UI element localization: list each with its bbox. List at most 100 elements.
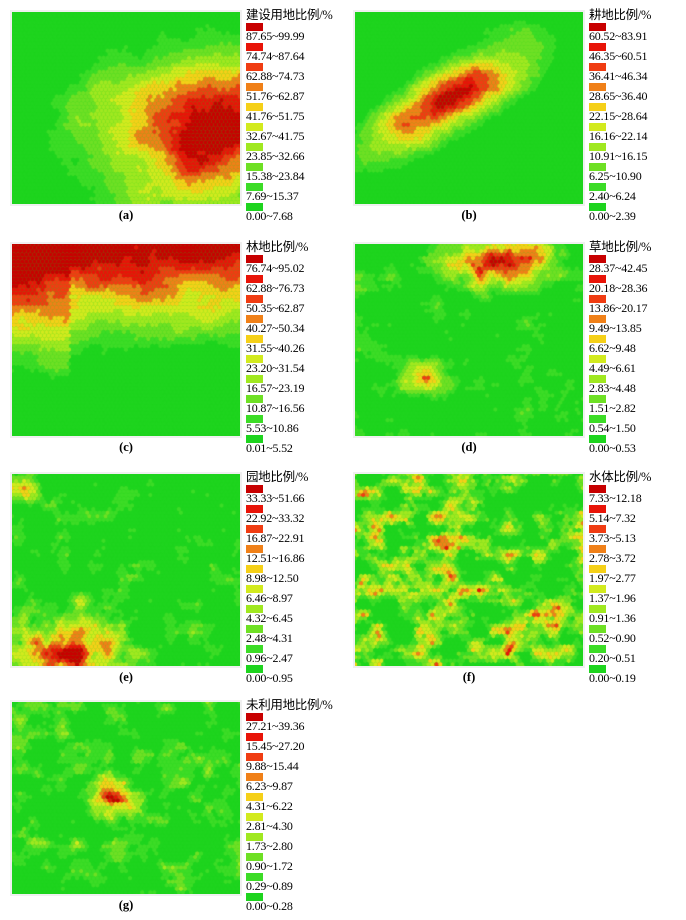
legend-label: 28.65~36.40 (589, 89, 648, 103)
map-panel-e: 园地比例/% 33.33~51.66 22.92~33.32 16.87~22.91 1… (0, 462, 343, 692)
legend-label: 33.33~51.66 (246, 491, 305, 505)
legend-label: 60.52~83.91 (589, 29, 648, 43)
legend-row: 10.91~16.15 (589, 143, 686, 163)
legend-label: 13.86~20.17 (589, 301, 648, 315)
legend-row: 31.55~40.26 (246, 335, 343, 355)
legend-label: 3.73~5.13 (589, 531, 636, 545)
legend-row: 0.29~0.89 (246, 873, 343, 893)
legend-label: 15.45~27.20 (246, 739, 305, 753)
legend-row: 7.69~15.37 (246, 183, 343, 203)
legend-label: 22.15~28.64 (589, 109, 648, 123)
legend-row: 6.25~10.90 (589, 163, 686, 183)
legend-label: 27.21~39.36 (246, 719, 305, 733)
legend-label: 2.78~3.72 (589, 551, 636, 565)
legend-row: 16.16~22.14 (589, 123, 686, 143)
legend-row: 76.74~95.02 (246, 255, 343, 275)
legend-title-e: 园地比例/% (246, 470, 309, 484)
legend-row: 1.51~2.82 (589, 395, 686, 415)
legend-swatch (246, 645, 263, 653)
legend-label: 22.92~33.32 (246, 511, 305, 525)
legend-row: 36.41~46.34 (589, 63, 686, 83)
legend-swatch (589, 585, 606, 593)
legend-row: 27.21~39.36 (246, 713, 343, 733)
legend-swatch (589, 43, 606, 51)
legend-swatch (589, 545, 606, 553)
map-raster-c (12, 244, 240, 436)
legend-rows-d: 28.37~42.45 20.18~28.36 13.86~20.17 9.49~13… (589, 255, 686, 455)
legend-label: 4.49~6.61 (589, 361, 636, 375)
legend-swatch (589, 123, 606, 131)
legend-label: 16.16~22.14 (589, 129, 648, 143)
panel-caption-c: (c) (119, 440, 133, 454)
legend-swatch (589, 163, 606, 171)
legend-label: 0.00~7.68 (246, 209, 293, 223)
legend-row: 0.20~0.51 (589, 645, 686, 665)
legend-row: 62.88~76.73 (246, 275, 343, 295)
legend-label: 23.85~32.66 (246, 149, 305, 163)
legend-swatch (246, 395, 263, 403)
legend-label: 16.87~22.91 (246, 531, 305, 545)
legend-swatch (246, 605, 263, 613)
legend-swatch (246, 163, 263, 171)
legend-row: 32.67~41.75 (246, 123, 343, 143)
legend-label: 32.67~41.75 (246, 129, 305, 143)
legend-label: 0.52~0.90 (589, 631, 636, 645)
legend-swatch (589, 375, 606, 383)
legend-swatch (589, 605, 606, 613)
legend-label: 46.35~60.51 (589, 49, 648, 63)
legend-row: 60.52~83.91 (589, 23, 686, 43)
legend-swatch (246, 23, 263, 31)
legend-row: 13.86~20.17 (589, 295, 686, 315)
legend-row: 46.35~60.51 (589, 43, 686, 63)
legend-swatch (246, 773, 263, 781)
map-panel-a: 建设用地比例/% 87.65~99.99 74.74~87.64 62.88~74.7… (0, 0, 343, 230)
legend-swatch (246, 893, 263, 901)
map-image-d (353, 242, 585, 438)
legend-row: 6.46~8.97 (246, 585, 343, 605)
legend-swatch (246, 275, 263, 283)
panel-caption-f: (f) (462, 670, 476, 684)
legend-row: 28.65~36.40 (589, 83, 686, 103)
legend-swatch (246, 183, 263, 191)
legend-title-d: 草地比例/% (589, 240, 652, 254)
legend-swatch (246, 83, 263, 91)
legend-label: 4.31~6.22 (246, 799, 293, 813)
legend-swatch (246, 833, 263, 841)
legend-swatch (589, 355, 606, 363)
legend-label: 4.32~6.45 (246, 611, 293, 625)
map-image-g (10, 700, 242, 896)
legend-swatch (246, 295, 263, 303)
legend-row: 0.91~1.36 (589, 605, 686, 625)
legend-swatch (589, 255, 606, 263)
map-panel-d: 草地比例/% 28.37~42.45 20.18~28.36 13.86~20.17 9… (343, 232, 686, 462)
legend-row: 16.87~22.91 (246, 525, 343, 545)
legend-swatch (589, 143, 606, 151)
legend-row: 4.49~6.61 (589, 355, 686, 375)
panel-caption-g: (g) (118, 898, 134, 912)
legend-swatch (246, 545, 263, 553)
legend-row: 0.00~2.39 (589, 203, 686, 223)
legend-row: 23.20~31.54 (246, 355, 343, 375)
legend-swatch (589, 335, 606, 343)
legend-rows-b: 60.52~83.91 46.35~60.51 36.41~46.34 28.65~3… (589, 23, 686, 223)
legend-swatch (589, 505, 606, 513)
map-image-e (10, 472, 242, 668)
legend-swatch (246, 813, 263, 821)
map-panel-f: 水体比例/% 7.33~12.18 5.14~7.32 3.73~5.13 2.78~3… (343, 462, 686, 692)
legend-c: 林地比例/% 76.74~95.02 62.88~76.73 50.35~62.87 4… (246, 240, 343, 455)
legend-label: 87.65~99.99 (246, 29, 305, 43)
panel-caption-d: (d) (461, 440, 477, 454)
legend-swatch (589, 415, 606, 423)
legend-swatch (589, 395, 606, 403)
legend-row: 0.96~2.47 (246, 645, 343, 665)
legend-label: 1.73~2.80 (246, 839, 293, 853)
map-image-f (353, 472, 585, 668)
legend-label: 5.53~10.86 (246, 421, 299, 435)
legend-row: 1.37~1.96 (589, 585, 686, 605)
map-panel-c: 林地比例/% 76.74~95.02 62.88~76.73 50.35~62.87 4… (0, 232, 343, 462)
legend-row: 40.27~50.34 (246, 315, 343, 335)
legend-label: 62.88~76.73 (246, 281, 305, 295)
legend-row: 1.73~2.80 (246, 833, 343, 853)
legend-swatch (246, 505, 263, 513)
